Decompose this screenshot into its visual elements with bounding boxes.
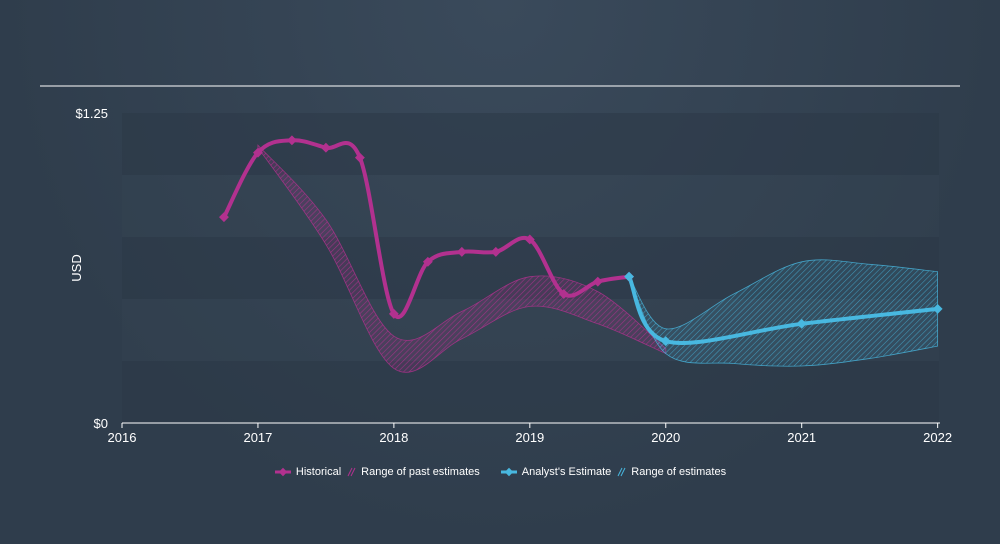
legend-analyst-label: Analyst's Estimate bbox=[521, 466, 612, 478]
y-tick-label-top: $1.25 bbox=[75, 106, 108, 121]
analyst-estimate-point[interactable] bbox=[932, 303, 943, 314]
historical-swatch-icon bbox=[274, 467, 291, 477]
historical-point[interactable] bbox=[320, 142, 331, 153]
historical-point[interactable] bbox=[524, 234, 535, 245]
historical-point[interactable] bbox=[219, 212, 229, 223]
x-tick-label: 2017 bbox=[243, 430, 272, 445]
legend-estimate-range-label: Range of estimates bbox=[631, 466, 727, 478]
analyst-estimate-line bbox=[627, 274, 940, 345]
x-tick-label: 2018 bbox=[379, 430, 408, 445]
historical-point[interactable] bbox=[388, 308, 399, 319]
historical-point[interactable] bbox=[592, 276, 603, 287]
x-tick-label: 2016 bbox=[108, 430, 137, 445]
legend-historical-label: Historical bbox=[295, 466, 342, 478]
y-tick-label-bottom: $0 bbox=[94, 416, 108, 431]
x-tick-label: 2020 bbox=[651, 430, 680, 445]
legend-past-range-label: Range of past estimates bbox=[361, 466, 480, 478]
legend-analyst[interactable]: Analyst's Estimate bbox=[500, 466, 612, 478]
legend-estimate-range[interactable]: Range of estimates bbox=[617, 466, 726, 478]
x-tick-label: 2019 bbox=[515, 430, 544, 445]
historical-point[interactable] bbox=[558, 289, 569, 299]
analyst-estimate-point[interactable] bbox=[796, 318, 807, 329]
historical-point[interactable] bbox=[354, 152, 365, 163]
historical-point[interactable] bbox=[286, 135, 297, 146]
analyst-estimate-point[interactable] bbox=[660, 336, 671, 347]
historical-point[interactable] bbox=[456, 246, 467, 257]
legend-group-analyst: Analyst's Estimate Range of estimates bbox=[500, 466, 726, 478]
legend-historical[interactable]: Historical bbox=[274, 466, 341, 478]
historical-point[interactable] bbox=[490, 246, 501, 257]
legend: Historical Range of past estimates Analy… bbox=[0, 466, 1000, 478]
legend-past-range[interactable]: Range of past estimates bbox=[347, 466, 480, 478]
junction-point[interactable] bbox=[624, 271, 635, 282]
x-tick-label: 2021 bbox=[787, 430, 816, 445]
historical-point[interactable] bbox=[252, 147, 263, 158]
y-axis-label: USD bbox=[69, 254, 84, 281]
historical-point[interactable] bbox=[422, 256, 433, 267]
legend-group-historical: Historical Range of past estimates bbox=[274, 466, 480, 478]
past-range-hatch-icon bbox=[347, 467, 356, 477]
x-tick-label: 2022 bbox=[923, 430, 952, 445]
analyst-swatch-icon bbox=[500, 467, 517, 477]
estimate-range-hatch-icon bbox=[617, 467, 626, 477]
